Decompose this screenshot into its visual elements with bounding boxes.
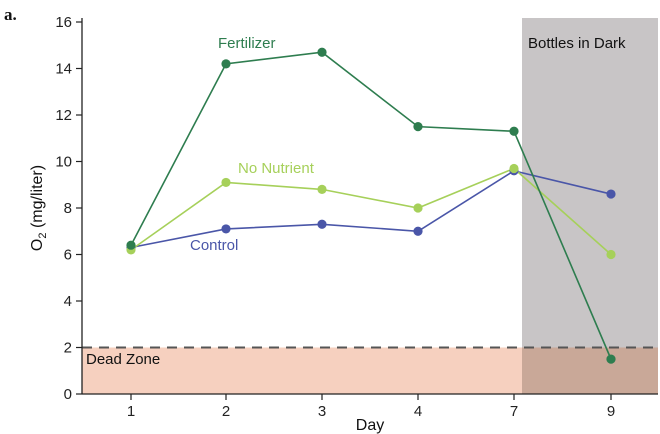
y-tick-label: 14: [55, 61, 72, 78]
x-tick-label: 3: [318, 403, 326, 420]
y-tick-label: 12: [55, 107, 72, 124]
data-point-fertilizer: [413, 122, 422, 131]
y-axis-title-unit: (mg/liter): [29, 165, 46, 233]
data-point-no-nutrient: [509, 164, 518, 173]
x-tick-label: 1: [127, 403, 135, 420]
panel-label: a.: [4, 5, 17, 24]
y-tick-label: 2: [64, 340, 72, 357]
data-point-control: [317, 220, 326, 229]
y-tick-label: 4: [64, 293, 72, 310]
data-point-no-nutrient: [606, 250, 615, 259]
x-tick-label: 2: [222, 403, 230, 420]
data-point-control: [413, 227, 422, 236]
x-axis-title: Day: [356, 417, 384, 434]
y-axis-title: O2 (mg/liter): [29, 165, 49, 251]
series-label-no-nutrient: No Nutrient: [238, 160, 315, 177]
series-label-fertilizer: Fertilizer: [218, 35, 276, 52]
x-tick-label: 4: [414, 403, 422, 420]
y-tick-label: 8: [64, 200, 72, 217]
x-tick-label: 9: [607, 403, 615, 420]
y-tick-label: 0: [64, 386, 72, 403]
data-point-fertilizer: [606, 355, 615, 364]
y-axis-title-main: O: [29, 239, 46, 251]
dark-dead-zone-overlap: [522, 348, 658, 395]
dead-zone-label: Dead Zone: [86, 351, 160, 368]
data-point-fertilizer: [317, 48, 326, 57]
data-point-control: [221, 224, 230, 233]
data-point-fertilizer: [221, 59, 230, 68]
y-tick-label: 6: [64, 247, 72, 264]
bottles-in-dark-label: Bottles in Dark: [528, 35, 626, 52]
y-tick-label: 16: [55, 14, 72, 31]
data-point-no-nutrient: [221, 178, 230, 187]
x-tick-label: 7: [510, 403, 518, 420]
bottles-in-dark-region: [522, 18, 658, 394]
data-point-fertilizer: [126, 241, 135, 250]
data-point-no-nutrient: [413, 203, 422, 212]
data-point-control: [606, 189, 615, 198]
data-point-fertilizer: [509, 127, 518, 136]
data-point-no-nutrient: [317, 185, 326, 194]
series-label-control: Control: [190, 237, 238, 254]
y-axis-ticks: 0 2 4 6 8 10 12 14 16: [55, 14, 82, 403]
y-tick-label: 10: [55, 154, 72, 171]
